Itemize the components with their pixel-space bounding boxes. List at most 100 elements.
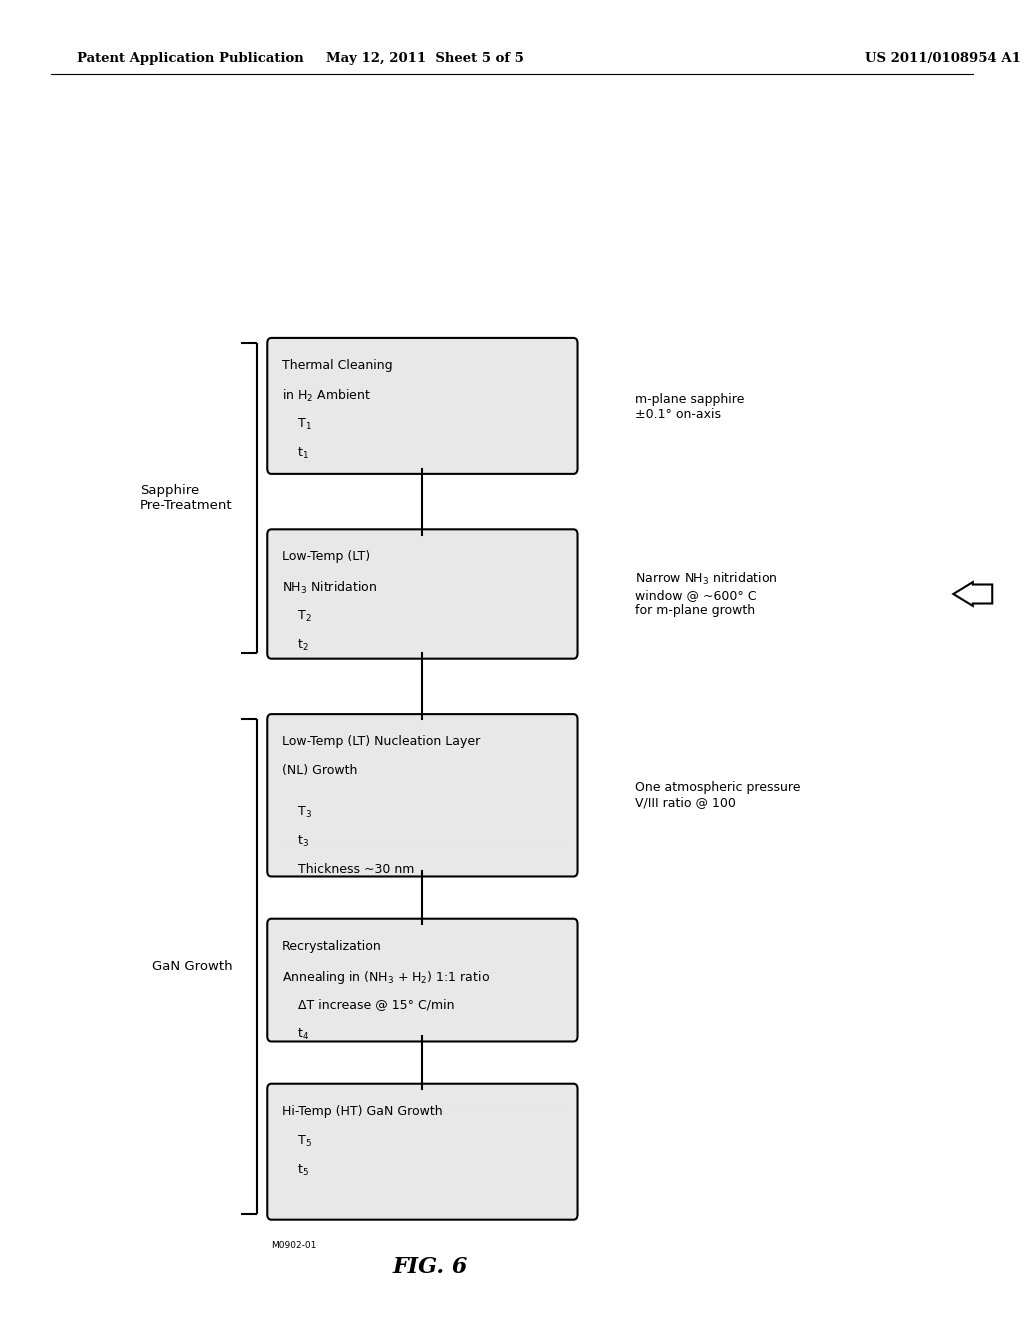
Point <box>468 939 484 960</box>
Point <box>517 395 534 416</box>
Point <box>321 1188 337 1209</box>
Point <box>329 1188 345 1209</box>
Point <box>370 572 386 593</box>
Point <box>550 734 566 755</box>
Point <box>321 1164 337 1185</box>
Point <box>386 758 402 779</box>
Point <box>525 627 542 648</box>
Point <box>288 734 304 755</box>
Point <box>468 829 484 850</box>
Point <box>435 434 452 455</box>
Point <box>435 379 452 400</box>
Point <box>304 734 321 755</box>
Point <box>534 635 550 656</box>
Point <box>493 805 509 826</box>
Point <box>288 635 304 656</box>
Text: t$_1$: t$_1$ <box>282 446 309 461</box>
Point <box>509 532 525 553</box>
Point <box>493 347 509 368</box>
Point <box>558 1180 574 1201</box>
Point <box>386 379 402 400</box>
Point <box>361 1188 378 1209</box>
Point <box>501 1010 517 1031</box>
Point <box>353 548 370 569</box>
Point <box>460 994 476 1015</box>
Point <box>460 946 476 968</box>
Point <box>321 355 337 376</box>
Point <box>484 781 501 803</box>
Point <box>542 1010 558 1031</box>
Point <box>484 395 501 416</box>
Point <box>402 1002 419 1023</box>
Point <box>427 434 443 455</box>
Point <box>525 1117 542 1138</box>
Point <box>452 853 468 874</box>
Point <box>345 411 361 432</box>
Point <box>452 797 468 818</box>
Point <box>443 766 460 787</box>
Point <box>443 595 460 616</box>
Point <box>411 556 427 577</box>
Point <box>468 363 484 384</box>
Point <box>280 347 296 368</box>
Point <box>337 718 353 739</box>
Point <box>476 611 493 632</box>
Point <box>280 1018 296 1039</box>
Point <box>525 635 542 656</box>
Point <box>394 781 411 803</box>
Point <box>353 1156 370 1177</box>
Point <box>476 923 493 944</box>
Point <box>370 939 386 960</box>
Point <box>321 1140 337 1162</box>
Point <box>386 371 402 392</box>
Point <box>386 1093 402 1114</box>
Point <box>468 556 484 577</box>
Point <box>411 339 427 360</box>
Point <box>353 829 370 850</box>
Point <box>517 595 534 616</box>
Point <box>402 1148 419 1170</box>
Point <box>443 718 460 739</box>
Point <box>329 923 345 944</box>
Point <box>271 805 288 826</box>
Point <box>468 1018 484 1039</box>
Point <box>386 426 402 447</box>
Point <box>370 603 386 624</box>
Point <box>345 564 361 585</box>
Point <box>501 556 517 577</box>
Point <box>296 347 312 368</box>
Point <box>509 363 525 384</box>
Point <box>312 797 329 818</box>
Point <box>304 939 321 960</box>
Point <box>402 347 419 368</box>
Point <box>484 1133 501 1154</box>
Point <box>542 821 558 842</box>
Point <box>435 742 452 763</box>
Point <box>452 387 468 408</box>
Point <box>534 845 550 866</box>
Point <box>321 821 337 842</box>
Point <box>402 418 419 440</box>
Point <box>443 845 460 866</box>
Point <box>271 742 288 763</box>
Point <box>296 813 312 834</box>
Point <box>484 611 501 632</box>
Point <box>435 1093 452 1114</box>
Point <box>402 829 419 850</box>
Point <box>394 611 411 632</box>
Point <box>370 611 386 632</box>
Point <box>443 532 460 553</box>
Point <box>321 758 337 779</box>
Point <box>402 619 419 640</box>
FancyBboxPatch shape <box>267 714 578 876</box>
Point <box>476 805 493 826</box>
Point <box>476 1093 493 1114</box>
Point <box>427 635 443 656</box>
Point <box>353 1085 370 1106</box>
Point <box>353 845 370 866</box>
Point <box>304 603 321 624</box>
Point <box>509 442 525 463</box>
Point <box>361 766 378 787</box>
Point <box>394 734 411 755</box>
Point <box>361 635 378 656</box>
